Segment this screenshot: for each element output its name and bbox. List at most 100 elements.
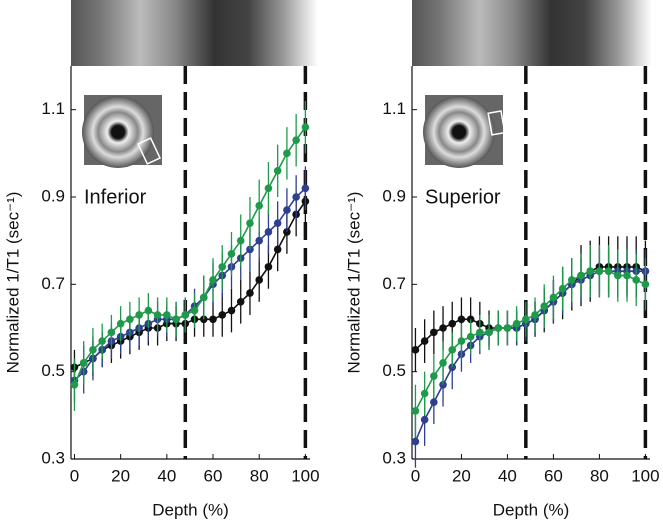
x-tick-label: 80	[590, 466, 609, 485]
x-tick-label: 40	[157, 466, 176, 485]
data-point	[199, 293, 208, 302]
data-point	[283, 206, 291, 214]
x-tick-label: 20	[111, 466, 130, 485]
data-point	[181, 311, 190, 319]
data-point	[89, 346, 97, 354]
data-point	[448, 319, 457, 328]
eye-inset	[82, 95, 162, 168]
data-point	[116, 319, 125, 328]
data-point	[218, 263, 227, 271]
panel-label: Superior	[425, 186, 501, 208]
data-point	[604, 267, 613, 276]
data-point	[531, 311, 539, 319]
y-tick-label: 1.1	[382, 99, 406, 118]
data-point	[549, 293, 558, 302]
data-point	[273, 167, 282, 175]
data-point	[292, 136, 300, 145]
eye-inset	[423, 95, 506, 168]
data-point	[107, 328, 116, 337]
data-point	[144, 306, 153, 315]
data-point	[190, 306, 199, 315]
data-point	[476, 328, 484, 337]
x-axis-label: Depth (%)	[152, 500, 229, 519]
data-point	[135, 311, 143, 319]
data-point	[264, 263, 273, 271]
data-point	[420, 389, 429, 398]
data-point	[301, 184, 310, 193]
data-point	[255, 236, 263, 245]
data-point	[420, 415, 429, 424]
data-point	[246, 219, 254, 227]
data-point	[153, 311, 162, 319]
data-point	[457, 315, 466, 324]
data-point	[540, 302, 549, 310]
data-point	[558, 284, 567, 293]
x-tick-label: 0	[411, 466, 420, 485]
series-line	[414, 270, 646, 442]
y-tick-label: 0.3	[382, 448, 406, 467]
data-point	[301, 123, 310, 131]
y-axis-label: Normalized 1/T1 (sec⁻¹)	[3, 192, 22, 374]
data-point	[430, 372, 438, 380]
data-point	[411, 437, 420, 446]
data-point	[439, 324, 447, 332]
data-point	[512, 319, 521, 328]
data-point	[255, 201, 263, 210]
data-point	[79, 359, 88, 367]
y-tick-label: 0.9	[41, 186, 65, 205]
data-point	[273, 245, 282, 254]
data-point	[623, 271, 631, 280]
data-point	[641, 280, 650, 289]
x-tick-label: 80	[250, 466, 269, 485]
data-point	[577, 271, 585, 280]
mri-strip	[71, 0, 318, 66]
data-point	[246, 289, 254, 297]
data-point	[485, 328, 493, 337]
y-tick-label: 0.7	[41, 274, 65, 293]
series-line	[73, 187, 306, 381]
x-tick-label: 100	[631, 466, 659, 485]
data-point	[494, 324, 503, 332]
data-point	[466, 332, 475, 341]
data-point	[430, 398, 438, 407]
data-point	[209, 276, 217, 284]
x-axis-label: Depth (%)	[493, 500, 570, 519]
data-point	[172, 315, 180, 324]
data-point	[227, 306, 236, 315]
data-point	[273, 219, 282, 227]
data-point	[430, 328, 438, 337]
x-tick-label: 20	[452, 466, 471, 485]
data-point	[236, 298, 245, 306]
y-tick-label: 1.1	[41, 99, 65, 118]
y-tick-label: 0.7	[382, 274, 406, 293]
data-point	[632, 276, 641, 284]
data-point	[163, 311, 171, 319]
data-point	[522, 315, 530, 324]
series-line	[414, 266, 646, 351]
data-point	[283, 149, 291, 158]
data-point	[264, 228, 273, 236]
data-point	[209, 315, 217, 324]
data-point	[227, 249, 236, 258]
x-tick-label: 60	[204, 466, 223, 485]
data-point	[586, 267, 595, 276]
x-tick-label: 40	[498, 466, 517, 485]
data-point	[457, 337, 466, 345]
y-axis-label: Normalized 1/T1 (sec⁻¹)	[344, 192, 363, 374]
x-tick-label: 100	[291, 466, 319, 485]
data-point	[126, 315, 134, 324]
y-tick-label: 0.5	[41, 361, 65, 380]
series-line	[414, 270, 646, 412]
x-tick-label: 60	[544, 466, 563, 485]
y-tick-label: 0.9	[382, 186, 406, 205]
data-point	[614, 271, 622, 280]
data-point	[568, 276, 576, 284]
data-point	[448, 346, 457, 354]
data-point	[236, 236, 245, 245]
data-point	[255, 276, 263, 284]
data-point	[98, 337, 106, 345]
y-tick-label: 0.5	[382, 361, 406, 380]
data-point	[70, 380, 79, 389]
